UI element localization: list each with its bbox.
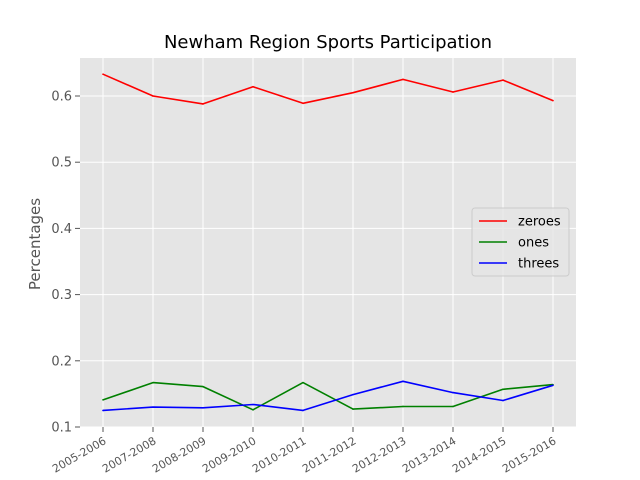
legend-label-zeroes: zeroes (518, 215, 561, 230)
series-line-ones (102, 381, 554, 411)
data-point-zeroes (352, 91, 354, 94)
data-point-threes (452, 391, 454, 394)
y-axis: 0.1 0.2 0.3 0.4 0.5 0.6 (51, 90, 80, 436)
data-point-zeroes (402, 78, 404, 81)
x-tick-label: 2010-2011 (250, 434, 308, 475)
y-tick-label: 0.2 (51, 354, 72, 369)
data-point-threes (252, 403, 254, 406)
data-point-zeroes (252, 85, 254, 88)
data-point-ones (202, 385, 204, 388)
legend-label-threes: threes (518, 257, 559, 272)
data-point-threes (352, 393, 354, 396)
x-tick-label: 2014-2015 (450, 434, 508, 475)
y-axis-label: Percentages (26, 198, 44, 290)
series-line-zeroes (102, 73, 554, 105)
y-tick-label: 0.4 (51, 222, 72, 237)
x-tick-label: 2008-2009 (150, 434, 208, 475)
data-point-ones (302, 381, 304, 384)
y-tick-label: 0.3 (51, 288, 72, 303)
data-point-ones (152, 381, 154, 384)
data-point-threes (552, 384, 554, 387)
data-point-ones (102, 399, 104, 401)
y-tick-label: 0.6 (51, 90, 72, 105)
x-tick-label: 2011-2012 (300, 434, 358, 475)
x-tick-label: 2012-2013 (350, 434, 408, 475)
data-point-zeroes (152, 95, 154, 97)
series-lines (102, 73, 554, 412)
data-point-threes (502, 399, 504, 402)
x-tick-label: 2015-2016 (500, 434, 558, 475)
chart-title: Newham Region Sports Participation (164, 32, 492, 53)
data-point-threes (152, 406, 154, 408)
data-point-zeroes (302, 102, 304, 105)
y-tick-label: 0.1 (51, 421, 72, 436)
y-tick-label: 0.5 (51, 156, 72, 171)
data-point-zeroes (502, 79, 504, 81)
x-tick-label: 2005-2006 (50, 434, 108, 475)
legend-label-ones: ones (518, 236, 549, 251)
x-axis: 2005-20062007-20082008-20092009-20102010… (50, 427, 559, 476)
x-tick-label: 2013-2014 (400, 434, 458, 475)
x-tick-label: 2007-2008 (100, 434, 158, 475)
data-point-zeroes (102, 73, 104, 75)
data-point-threes (102, 409, 104, 412)
data-point-threes (202, 407, 204, 409)
data-point-threes (302, 409, 304, 412)
data-point-ones (252, 408, 254, 411)
series-line-threes (102, 380, 554, 412)
data-point-ones (402, 405, 404, 408)
data-point-zeroes (202, 103, 204, 105)
data-point-threes (402, 380, 404, 383)
legend-box (471, 207, 570, 277)
data-point-ones (452, 405, 454, 408)
data-point-ones (502, 388, 504, 391)
legend: zeroes ones threes (471, 207, 570, 277)
data-point-zeroes (452, 91, 454, 93)
data-point-ones (352, 408, 354, 410)
x-tick-label: 2009-2010 (200, 434, 258, 475)
data-point-zeroes (552, 99, 554, 102)
